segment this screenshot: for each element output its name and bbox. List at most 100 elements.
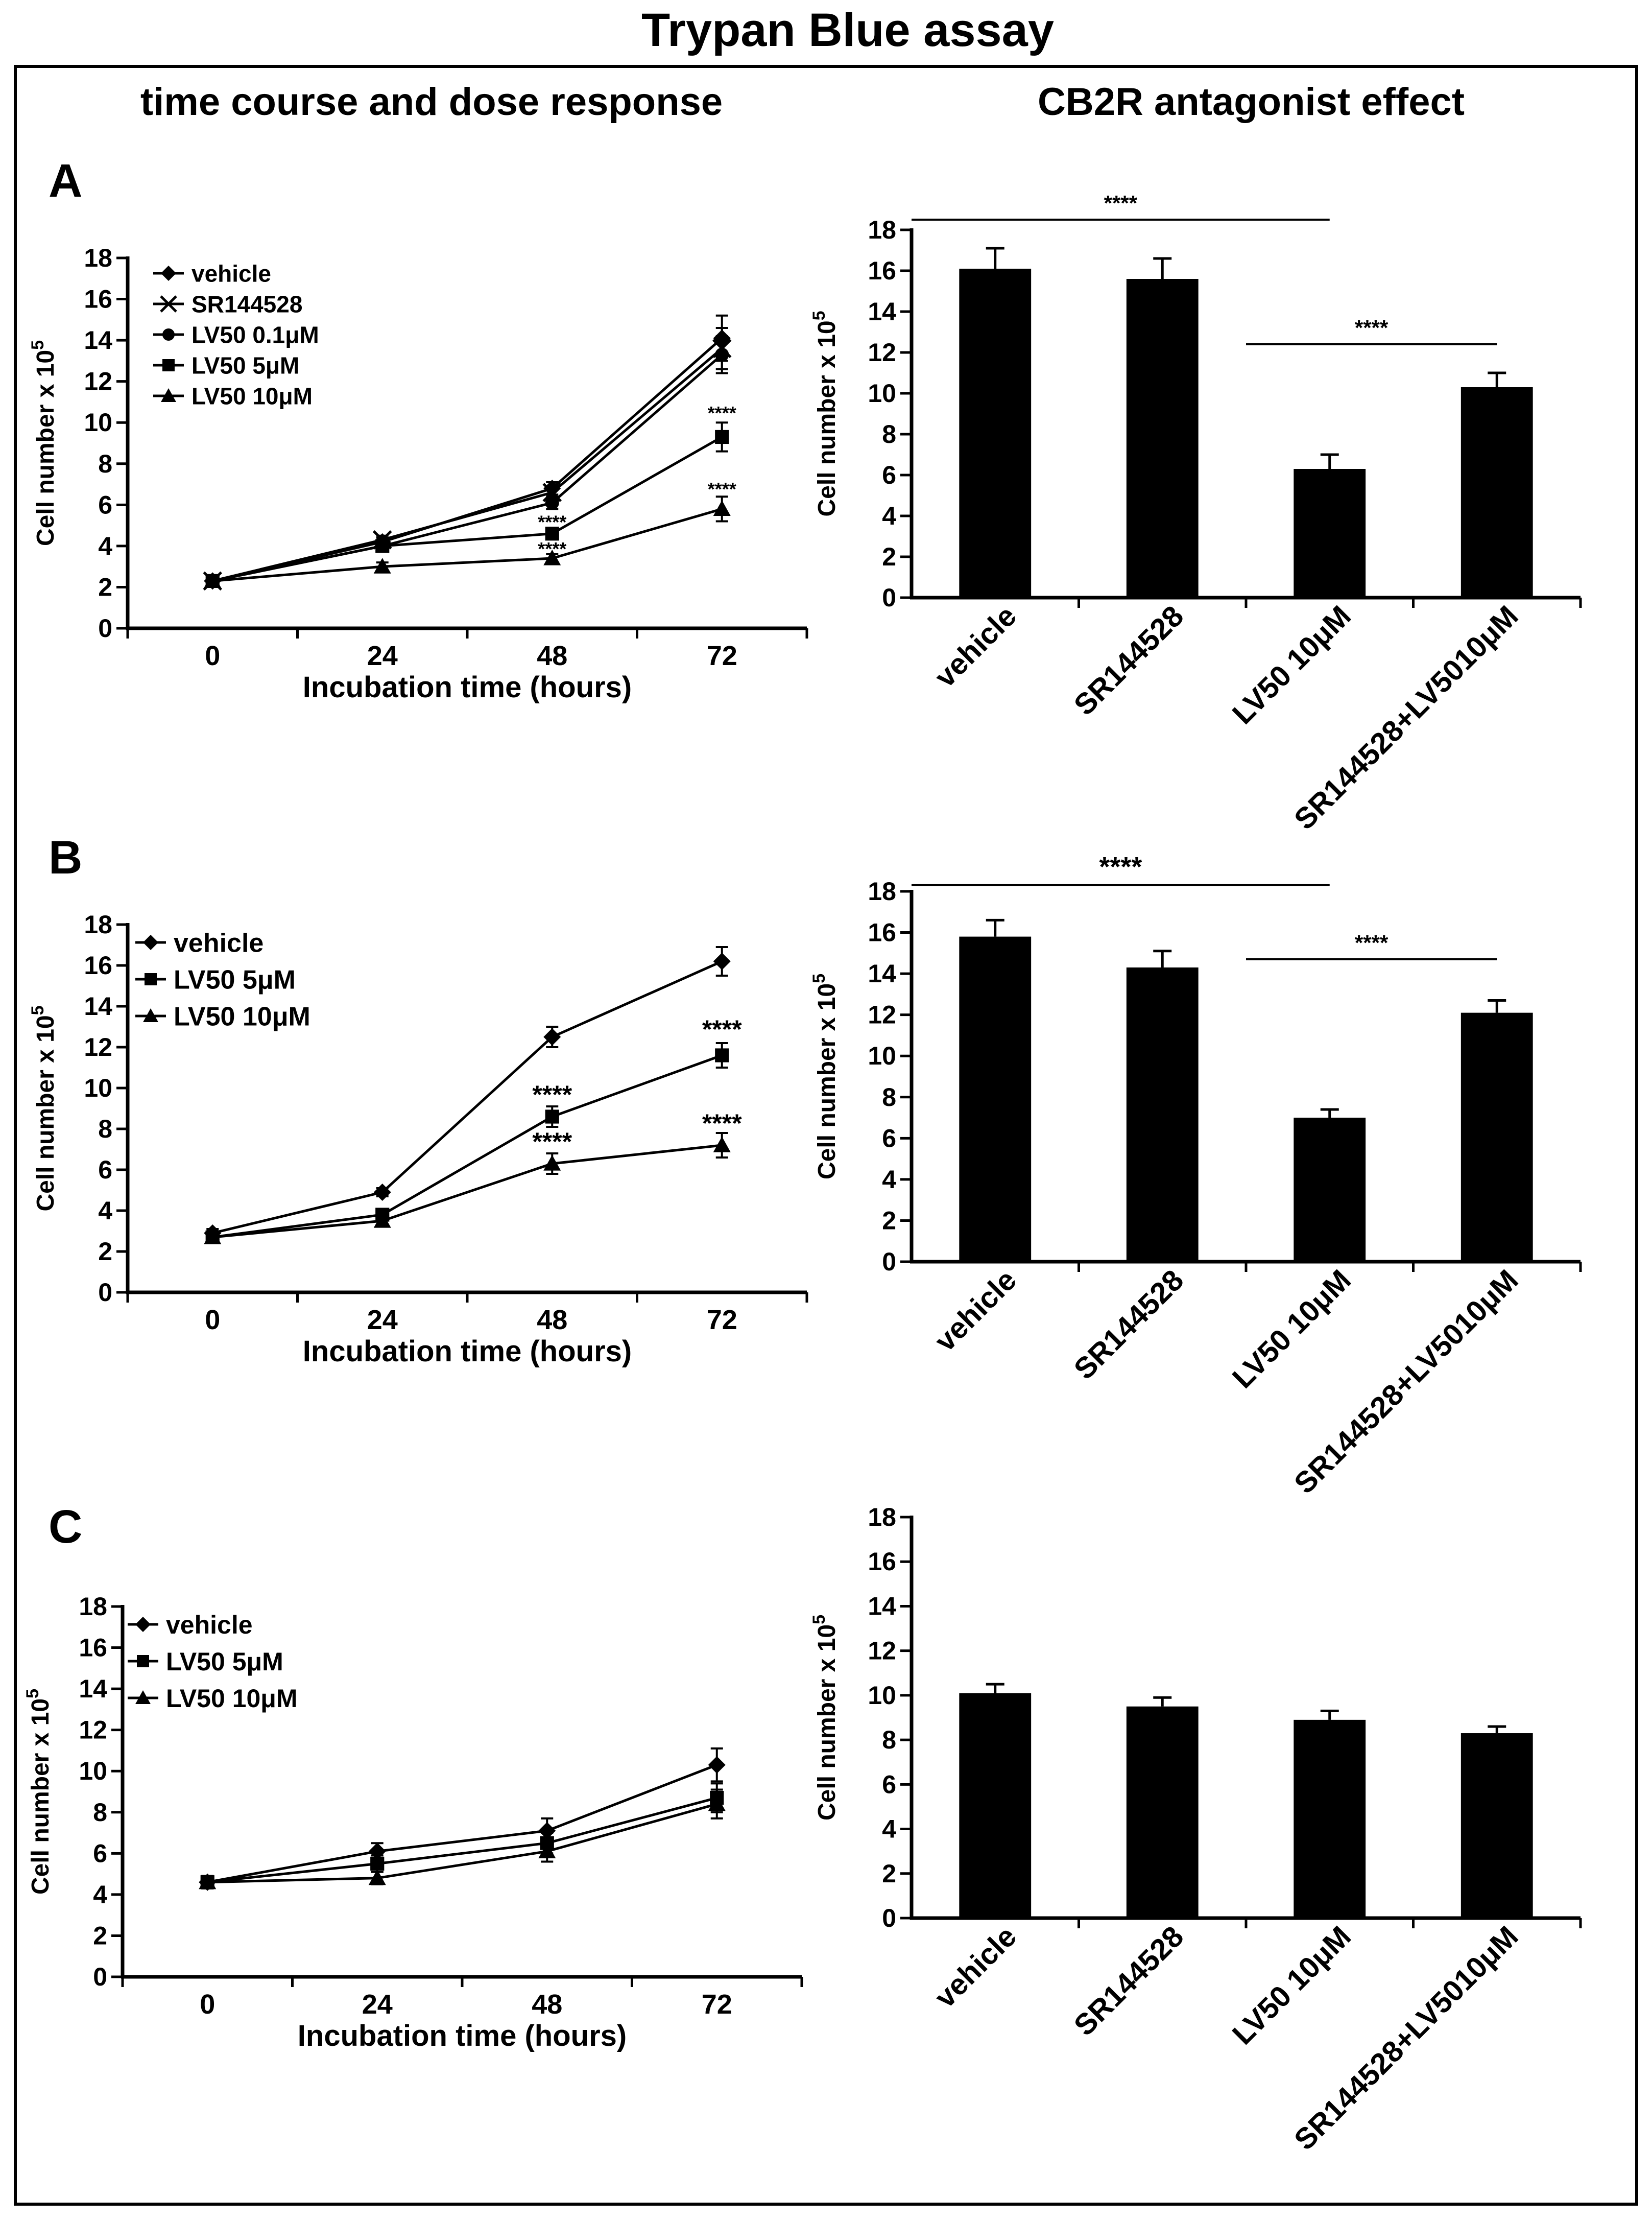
legend-marker-x [160,295,177,313]
data-point-triangle [204,1228,222,1244]
y-tick-label: 6 [98,1155,112,1184]
y-tick-label: 16 [79,1634,107,1662]
data-point-diamond [708,1756,726,1774]
legend-label: LV50 5μM [166,1647,283,1676]
y-axis-label-text: Cell number x 10 [27,1698,54,1895]
significance-stars: **** [1099,852,1142,882]
data-point-circle [715,347,729,362]
legend-marker-x-stroke-b [160,295,177,313]
data-point-square [545,527,559,541]
series-line [212,347,723,582]
legend-item: vehicle [153,261,271,287]
y-tick-label: 4 [882,1815,896,1844]
legend-item: LV50 5μM [128,1647,283,1676]
y-tick-label: 6 [882,1770,896,1799]
y-tick-label: 4 [98,532,112,560]
y-tick-label: 0 [882,1904,896,1932]
legend-marker-diamond [135,1617,151,1632]
series-line [207,1763,717,1884]
panel-label: B [49,832,82,884]
y-tick-label: 6 [882,1124,896,1152]
y-tick-label: 14 [868,1592,896,1620]
y-tick-label: 4 [882,502,896,530]
y-tick-label: 8 [882,420,896,448]
y-tick-label: 10 [868,1042,896,1070]
significance-stars: **** [1355,931,1388,955]
data-point-triangle [368,1869,386,1885]
significance-stars: **** [702,1109,742,1138]
bar [1126,967,1199,1262]
y-axis-label: Cell number x 105 [28,1005,59,1211]
legend-marker-triangle [161,388,176,402]
panel-label: A [49,155,82,207]
series-triangle [199,1788,726,1889]
bar [959,1693,1032,1918]
data-point-triangle [713,1137,731,1152]
legend-marker-square [145,973,157,985]
legend-label: vehicle [191,261,271,287]
y-axis-label: Cell number x 105 [28,340,59,546]
legend-label: LV50 5μM [174,965,296,995]
bar [959,936,1032,1262]
y-tick-label: 10 [84,408,112,437]
legend-label: vehicle [174,929,264,958]
series-square [200,1782,724,1889]
x-tick-label: 24 [367,1305,398,1335]
series-line [207,1797,717,1884]
y-axis-label-text: Cell number x 10 [32,350,59,546]
x-tick-label: 48 [532,1989,562,2020]
y-tick-label: 18 [868,877,896,906]
legend-marker-triangle [135,1690,151,1704]
category-label: vehicle [928,1263,1023,1358]
legend-marker-diamond [143,935,158,950]
x-tick-label: 48 [537,641,567,671]
bar-chart-A-bar: 0 2 4 6 8 10 12 14 16 18 Cell number x 105 vehicle S… [809,191,1582,836]
y-tick-label: 12 [868,338,896,367]
legend-label: SR144528 [191,291,302,318]
y-axis-label-superscript: 5 [809,974,829,983]
x-tick-label: 0 [205,1305,220,1335]
legend-item: LV50 5μM [135,965,296,995]
y-axis-label-superscript: 5 [809,1615,829,1624]
data-point-diamond [538,1822,556,1840]
significance-stars: **** [532,1127,572,1156]
bar [1461,387,1533,598]
data-point-triangle [713,500,731,516]
data-point-square [715,430,729,444]
data-point-triangle [543,550,561,565]
y-tick-label: 2 [882,542,896,571]
x-axis-label: Incubation time (hours) [303,1335,632,1368]
y-tick-label: 18 [868,216,896,244]
y-tick-label: 8 [93,1798,107,1827]
y-tick-label: 4 [882,1165,896,1194]
y-tick-label: 8 [98,450,112,478]
right-column-header: CB2R antagonist effect [1038,80,1465,124]
data-point-triangle [373,558,391,574]
bar [1461,1012,1533,1262]
data-point-square [375,539,390,553]
data-point-triangle [199,1873,217,1889]
legend-item: LV50 10μM [128,1684,298,1713]
category-label: LV50 10μM [1226,1263,1357,1395]
legend-marker-square [162,359,175,371]
data-point-triangle [708,1795,726,1811]
significance-stars: **** [532,1080,572,1109]
series-triangle [204,1132,731,1244]
series-line [207,1803,717,1884]
bar-chart-B-bar: 0 2 4 6 8 10 12 14 16 18 Cell number x 105 vehicle S… [809,852,1582,1500]
legend-item: vehicle [135,929,264,958]
y-tick-label: 2 [882,1206,896,1235]
y-axis-label: Cell number x 105 [23,1689,54,1895]
y-tick-label: 14 [868,959,896,988]
legend-item: vehicle [128,1611,253,1639]
y-tick-label: 10 [868,1681,896,1710]
y-axis-label: Cell number x 105 [809,974,841,1179]
legend-marker-square [137,1655,149,1667]
significance-stars: **** [702,1015,742,1044]
y-tick-label: 0 [98,614,112,643]
y-tick-label: 6 [98,490,112,519]
y-tick-label: 18 [84,244,112,272]
series-line [212,1054,723,1239]
